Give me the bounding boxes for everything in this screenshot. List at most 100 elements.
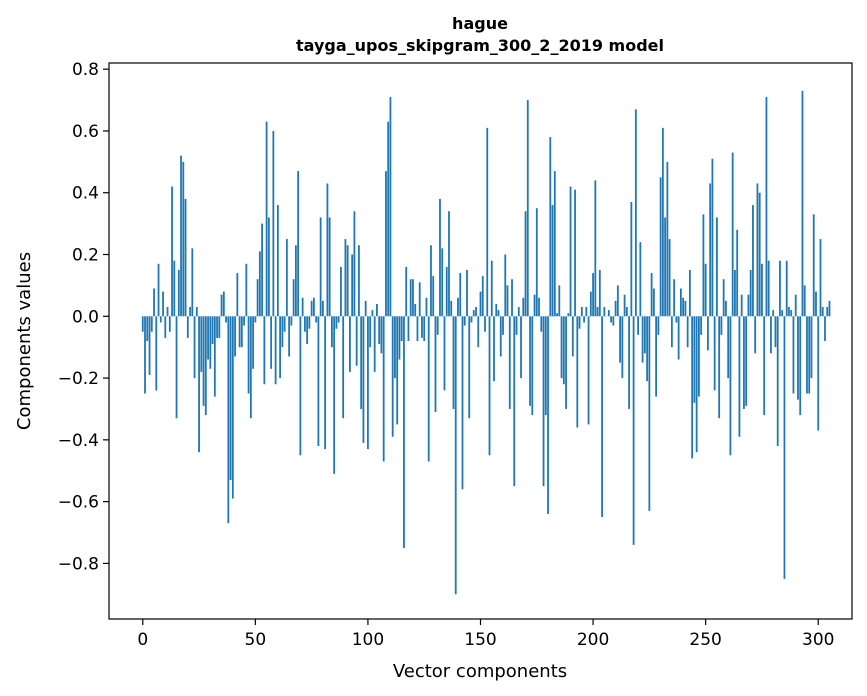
bar-114 [398,316,401,360]
bar-92 [349,316,351,372]
bar-251 [707,316,709,351]
bar-250 [704,263,707,317]
bar-20 [186,316,189,338]
bar-108 [385,171,387,317]
bar-228 [655,316,658,397]
bar-267 [743,316,745,409]
bar-259 [725,300,727,317]
bar-231 [661,127,664,317]
y-tick-label: 0.0 [72,307,99,327]
bar-277 [765,96,768,317]
bar-158 [497,310,500,317]
bar-283 [779,260,781,317]
bar-71 [301,297,304,317]
x-tick-label: 150 [464,630,496,650]
bar-279 [770,316,772,354]
bar-171 [526,100,529,317]
bar-268 [745,316,748,406]
bar-170 [524,211,527,317]
bar-105 [378,316,381,345]
bar-21 [189,307,191,317]
bar-131 [436,316,439,335]
bar-223 [643,316,646,354]
bar-72 [303,316,306,332]
bar-169 [522,297,525,317]
bar-180 [547,316,549,514]
bar-64 [285,239,288,317]
bar-25 [198,316,200,453]
bar-99 [364,300,367,317]
bar-125 [423,316,426,341]
bar-112 [394,316,396,379]
bar-155 [490,260,493,317]
y-tick-label: −0.8 [58,554,99,574]
bar-192 [574,189,576,317]
bar-290 [794,294,797,317]
bar-201 [594,180,597,317]
bar-29 [207,316,209,360]
bar-256 [718,316,721,419]
bar-302 [821,307,824,317]
bar-190 [569,186,572,317]
bar-28 [204,316,207,416]
bar-106 [380,316,383,354]
bar-292 [799,316,802,416]
bar-79 [319,217,322,317]
bar-229 [657,316,660,335]
bar-132 [439,198,441,317]
bar-107 [382,316,385,462]
bar-88 [340,266,342,317]
bar-276 [763,316,766,416]
bar-218 [632,316,635,545]
bar-13 [171,186,173,317]
bar-236 [673,279,676,317]
bar-249 [702,214,705,317]
y-tick-label: 0.4 [72,184,99,204]
bar-163 [508,316,511,409]
bar-63 [283,316,286,332]
bar-84 [331,316,333,348]
bar-174 [533,294,536,317]
x-axis-label: Vector components [393,661,567,682]
bar-244 [691,316,694,459]
bar-280 [772,310,775,317]
bar-187 [562,316,565,385]
bar-154 [488,316,491,456]
y-tick-label: 0.8 [72,60,99,80]
bar-121 [414,303,417,317]
bar-216 [628,316,630,409]
bar-207 [607,310,610,317]
bar-157 [495,303,498,317]
bar-214 [623,294,626,317]
bar-222 [641,316,644,363]
bar-17 [180,155,182,317]
bar-217 [630,202,633,317]
bar-286 [785,260,788,317]
y-tick-label: 0.2 [72,246,99,266]
bar-77 [315,316,318,323]
chart-title: hague [452,14,508,33]
bar-6 [155,316,158,391]
bar-116 [403,316,405,548]
bar-136 [448,211,450,317]
bar-140 [457,297,459,317]
bar-8 [159,316,162,323]
bar-40 [231,316,234,499]
bar-96 [358,245,360,317]
bar-55 [265,121,268,317]
bar-225 [648,316,651,511]
bar-86 [335,316,338,329]
bar-162 [506,285,509,317]
bar-245 [693,316,696,403]
bar-146 [470,316,473,323]
bar-127 [427,316,430,462]
bar-208 [610,316,612,323]
bar-73 [306,316,309,345]
bar-7 [157,263,160,317]
bar-186 [560,316,563,379]
bar-123 [418,282,421,317]
bar-275 [761,263,763,317]
bar-235 [670,316,673,348]
bar-60 [276,205,279,317]
